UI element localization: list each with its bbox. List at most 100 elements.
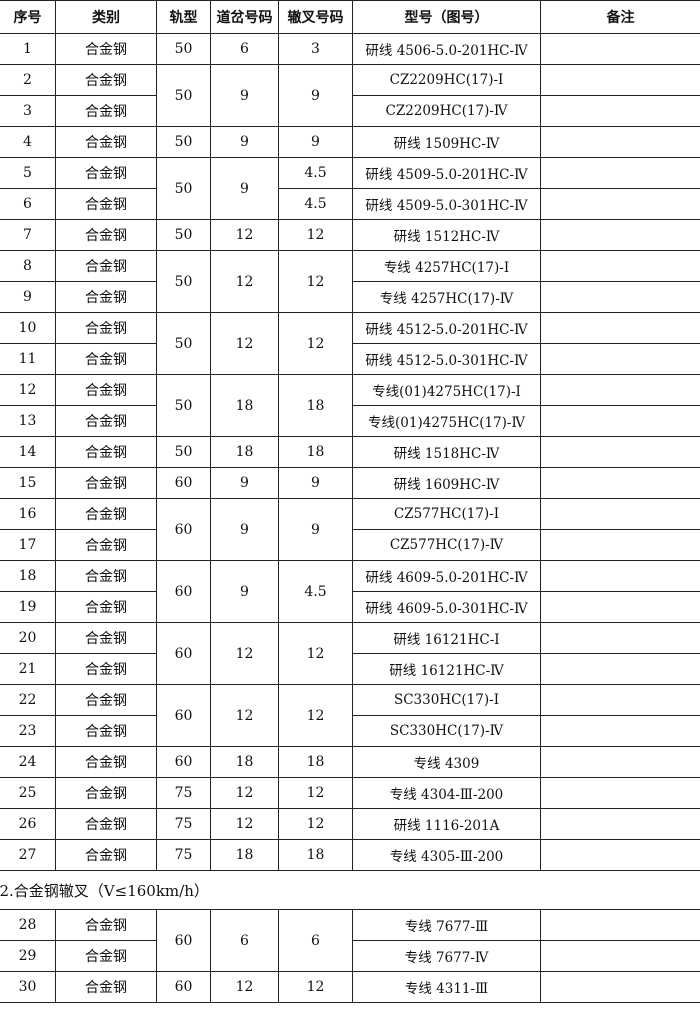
cell-remarks <box>540 591 700 623</box>
cell-type: 合金钢 <box>55 312 157 344</box>
cell-model: 研线 16121HC-Ⅳ <box>352 653 541 685</box>
cell-model: SC330HC(17)-Ⅳ <box>352 715 541 747</box>
cell-rail: 50 <box>156 64 211 127</box>
cell-rail: 50 <box>156 312 211 375</box>
cell-remarks <box>540 909 700 941</box>
cell-turnout-no: 12 <box>210 622 279 685</box>
table-row: 25 合金钢 75 12 12 专线 4304-Ⅲ-200 <box>0 777 700 809</box>
cell-remarks <box>540 281 700 313</box>
cell-remarks <box>540 971 700 1003</box>
cell-type: 合金钢 <box>55 219 157 251</box>
cell-remarks <box>540 808 700 840</box>
cell-remarks <box>540 498 700 530</box>
table-row: 21 合金钢 研线 16121HC-Ⅳ <box>0 653 700 685</box>
cell-turnout-no: 9 <box>210 467 279 499</box>
cell-frog-no: 12 <box>278 808 353 840</box>
cell-no: 9 <box>0 281 56 313</box>
table-row: 20 合金钢 60 12 12 研线 16121HC-Ⅰ <box>0 622 700 685</box>
cell-type: 合金钢 <box>55 777 157 809</box>
cell-frog-no: 9 <box>278 64 353 127</box>
cell-type: 合金钢 <box>55 940 157 972</box>
cell-model: 研线 4509-5.0-201HC-Ⅳ <box>352 157 541 189</box>
cell-type: 合金钢 <box>55 971 157 1003</box>
cell-no: 29 <box>0 940 56 972</box>
cell-rail: 60 <box>156 560 211 623</box>
cell-no: 27 <box>0 839 56 871</box>
cell-frog-no: 12 <box>278 622 353 685</box>
table-row: 12 合金钢 50 18 18 专线(01)4275HC(17)-Ⅰ <box>0 374 700 437</box>
cell-model: 研线 4509-5.0-301HC-Ⅳ <box>352 188 541 220</box>
table-row: 1 合金钢 50 6 3 研线 4506-5.0-201HC-Ⅳ <box>0 33 700 65</box>
cell-frog-no: 18 <box>278 746 353 778</box>
header-no: 序号 <box>0 0 56 34</box>
cell-model: 研线 1518HC-Ⅳ <box>352 436 541 468</box>
cell-remarks <box>540 405 700 437</box>
cell-turnout-no: 12 <box>210 250 279 313</box>
cell-no: 20 <box>0 622 56 654</box>
cell-no: 6 <box>0 188 56 220</box>
table-row: 29 合金钢 专线 7677-Ⅳ <box>0 940 700 972</box>
cell-no: 12 <box>0 374 56 406</box>
cell-type: 合金钢 <box>55 405 157 437</box>
cell-frog-no: 12 <box>278 219 353 251</box>
cell-model: 研线 4609-5.0-201HC-Ⅳ <box>352 560 541 592</box>
cell-rail: 50 <box>156 250 211 313</box>
cell-remarks <box>540 374 700 406</box>
cell-turnout-no: 9 <box>210 157 279 220</box>
cell-turnout-no: 12 <box>210 777 279 809</box>
table-row: 11 合金钢 研线 4512-5.0-301HC-Ⅳ <box>0 343 700 375</box>
table-row: 13 合金钢 专线(01)4275HC(17)-Ⅳ <box>0 405 700 437</box>
cell-remarks <box>540 188 700 220</box>
cell-no: 2 <box>0 64 56 96</box>
cell-remarks <box>540 467 700 499</box>
cell-model: 专线 4309 <box>352 746 541 778</box>
table-row: 18 合金钢 60 9 4.5 研线 4609-5.0-201HC-Ⅳ <box>0 560 700 623</box>
table-row: 8 合金钢 50 12 12 专线 4257HC(17)-Ⅰ <box>0 250 700 313</box>
cell-model: 专线 7677-Ⅳ <box>352 940 541 972</box>
turnout-frog-table: 序号 类别 轨型 道岔号码 辙叉号码 型号（图号） 备注 1 合金钢 50 6 3 研线 4506-5… <box>0 0 700 1003</box>
cell-remarks <box>540 622 700 654</box>
cell-model: 研线 1116-201A <box>352 808 541 840</box>
cell-type: 合金钢 <box>55 529 157 561</box>
cell-turnout-no: 18 <box>210 374 279 437</box>
cell-turnout-no: 9 <box>210 126 279 158</box>
cell-frog-no: 18 <box>278 374 353 437</box>
cell-remarks <box>540 95 700 127</box>
cell-frog-no: 12 <box>278 971 353 1003</box>
table-row: 24 合金钢 60 18 18 专线 4309 <box>0 746 700 778</box>
cell-turnout-no: 9 <box>210 64 279 127</box>
table-row: 9 合金钢 专线 4257HC(17)-Ⅳ <box>0 281 700 313</box>
cell-rail: 60 <box>156 684 211 747</box>
table-row: 22 合金钢 60 12 12 SC330HC(17)-Ⅰ <box>0 684 700 747</box>
cell-type: 合金钢 <box>55 909 157 941</box>
cell-no: 28 <box>0 909 56 941</box>
cell-no: 7 <box>0 219 56 251</box>
cell-rail: 50 <box>156 33 211 65</box>
cell-remarks <box>540 684 700 716</box>
cell-turnout-no: 12 <box>210 312 279 375</box>
cell-turnout-no: 12 <box>210 684 279 747</box>
cell-rail: 60 <box>156 971 211 1003</box>
cell-no: 5 <box>0 157 56 189</box>
cell-type: 合金钢 <box>55 560 157 592</box>
section-title: 2.合金钢辙叉（V≤160km/h） <box>0 870 700 910</box>
cell-turnout-no: 9 <box>210 498 279 561</box>
cell-model: CZ577HC(17)-Ⅳ <box>352 529 541 561</box>
cell-remarks <box>540 126 700 158</box>
cell-no: 3 <box>0 95 56 127</box>
cell-remarks <box>540 746 700 778</box>
cell-frog-no: 12 <box>278 312 353 375</box>
cell-frog-no: 18 <box>278 839 353 871</box>
cell-type: 合金钢 <box>55 250 157 282</box>
cell-type: 合金钢 <box>55 33 157 65</box>
cell-frog-no: 9 <box>278 467 353 499</box>
header-model: 型号（图号） <box>352 0 541 34</box>
table-row: 17 合金钢 CZ577HC(17)-Ⅳ <box>0 529 700 561</box>
cell-remarks <box>540 940 700 972</box>
cell-no: 13 <box>0 405 56 437</box>
cell-no: 30 <box>0 971 56 1003</box>
cell-remarks <box>540 64 700 96</box>
cell-type: 合金钢 <box>55 653 157 685</box>
header-type: 类别 <box>55 0 157 34</box>
cell-frog-no: 12 <box>278 777 353 809</box>
